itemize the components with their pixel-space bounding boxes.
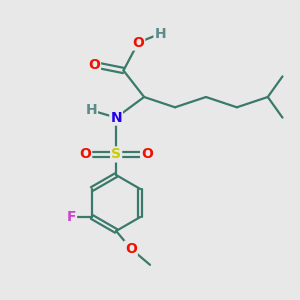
Text: O: O	[79, 147, 91, 161]
Text: O: O	[88, 58, 100, 72]
Text: O: O	[141, 147, 153, 161]
Text: O: O	[125, 242, 137, 256]
Text: N: N	[110, 111, 122, 124]
Text: F: F	[67, 210, 76, 224]
Text: O: O	[132, 35, 144, 50]
Text: H: H	[85, 103, 97, 117]
Text: S: S	[111, 147, 121, 161]
Text: H: H	[154, 27, 166, 41]
